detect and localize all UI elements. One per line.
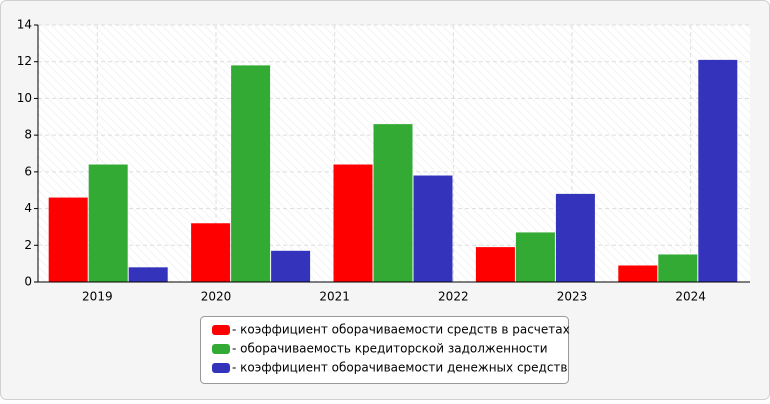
x-tick-label: 2021 <box>319 290 350 304</box>
legend <box>200 316 569 384</box>
bar <box>271 250 311 282</box>
y-tick-label: 0 <box>24 275 32 289</box>
y-tick-label: 14 <box>17 18 32 32</box>
x-tick-label: 2019 <box>82 290 113 304</box>
y-tick-label: 4 <box>24 201 32 215</box>
legend-swatch <box>212 325 230 335</box>
x-tick-label: 2023 <box>557 290 588 304</box>
bar <box>698 59 738 282</box>
x-tick-label: 2022 <box>438 290 469 304</box>
bar <box>191 223 231 282</box>
x-tick-label: 2024 <box>675 290 706 304</box>
x-tick-label: 2020 <box>201 290 232 304</box>
y-tick-label: 10 <box>17 91 32 105</box>
bar <box>555 193 595 282</box>
legend-label: - коэффициент оборачиваемости средств в … <box>232 323 570 337</box>
bar <box>88 164 128 282</box>
legend-label: - оборачиваемость кредиторской задолженн… <box>232 342 548 356</box>
y-tick-label: 6 <box>24 164 32 178</box>
bar <box>658 254 698 282</box>
legend-label: - коэффициент оборачиваемости денежных с… <box>232 361 568 375</box>
bar <box>231 65 271 282</box>
bar <box>48 197 88 282</box>
y-tick-label: 12 <box>17 54 32 68</box>
bar <box>413 175 453 282</box>
bar <box>618 265 658 282</box>
legend-swatch <box>212 363 230 373</box>
legend-swatch <box>212 344 230 354</box>
bar <box>333 164 373 282</box>
y-tick-label: 2 <box>24 238 32 252</box>
bar <box>475 247 515 282</box>
bar <box>515 232 555 282</box>
bar <box>373 124 413 282</box>
bar <box>128 267 168 282</box>
y-tick-label: 8 <box>24 128 32 142</box>
